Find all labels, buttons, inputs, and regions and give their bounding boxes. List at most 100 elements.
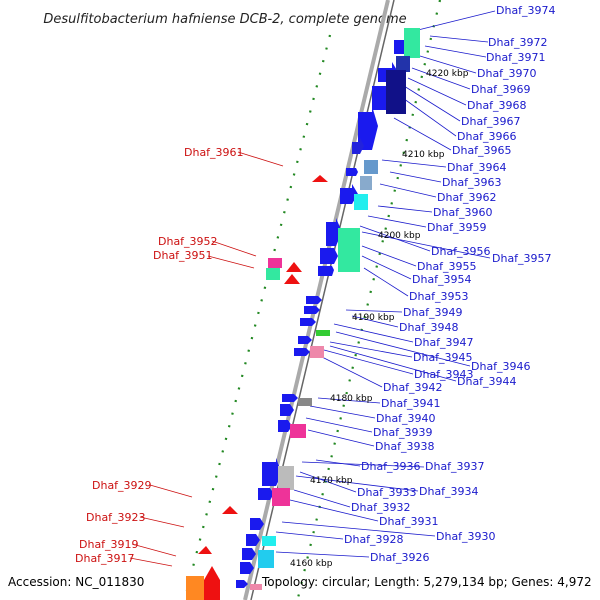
feature-grey-1[interactable] <box>298 398 312 406</box>
gene-dhaf-3962[interactable] <box>340 184 358 204</box>
gene-dhaf-3931[interactable] <box>250 518 264 530</box>
gene-dhaf-3919[interactable] <box>198 546 212 554</box>
gene-label[interactable]: Dhaf_3959 <box>427 221 487 234</box>
gene-label[interactable]: Dhaf_3919 <box>79 538 139 551</box>
feature-cyan-1[interactable] <box>354 194 368 210</box>
feature-dhaf-3951[interactable] <box>266 268 280 280</box>
feature-steelblue-1[interactable] <box>364 160 378 174</box>
gene-label[interactable]: Dhaf_3939 <box>373 426 433 439</box>
gene-label[interactable]: Dhaf_3938 <box>375 440 435 453</box>
gene-dhaf-3961[interactable] <box>312 175 328 182</box>
gene-dhaf-3932[interactable] <box>258 488 274 500</box>
feature-navy-2[interactable] <box>386 70 406 114</box>
gene-dhaf-3941[interactable] <box>282 394 298 402</box>
gene-label[interactable]: Dhaf_3954 <box>412 273 472 286</box>
gene-label[interactable]: Dhaf_3943 <box>414 368 474 381</box>
gene-label[interactable]: Dhaf_3968 <box>467 99 527 112</box>
gene-dhaf-3916[interactable] <box>236 580 248 588</box>
gene-label[interactable]: Dhaf_3967 <box>461 115 521 128</box>
tick-label: 4190 kbp <box>352 313 395 323</box>
gene-label[interactable]: Dhaf_3963 <box>442 176 502 189</box>
gene-label[interactable]: Dhaf_3972 <box>488 36 548 49</box>
gene-label[interactable]: Dhaf_3944 <box>457 375 517 388</box>
gene-dhaf-3963[interactable] <box>346 168 358 176</box>
gene-label[interactable]: Dhaf_3971 <box>486 51 546 64</box>
feature-magenta-1[interactable] <box>290 424 306 438</box>
gene-dhaf-3936[interactable] <box>262 458 282 486</box>
feature-pink-2[interactable] <box>250 584 262 590</box>
feature-grey-2[interactable] <box>278 466 294 490</box>
gene-label[interactable]: Dhaf_3932 <box>351 501 411 514</box>
gene-dhaf-3928[interactable] <box>246 534 260 546</box>
gene-label[interactable]: Dhaf_3942 <box>383 381 443 394</box>
gene-dhaf-3929[interactable] <box>222 506 238 514</box>
gene-label[interactable]: Dhaf_3936 <box>361 460 421 473</box>
gene-dhaf-3953[interactable] <box>318 266 334 276</box>
gene-label[interactable]: Dhaf_3955 <box>417 260 477 273</box>
feature-steelblue-2[interactable] <box>360 176 372 190</box>
gene-label[interactable]: Dhaf_3947 <box>414 336 474 349</box>
gene-dhaf-3947[interactable] <box>300 318 316 326</box>
gene-label[interactable]: Dhaf_3917 <box>75 552 135 565</box>
gene-label[interactable]: Dhaf_3949 <box>403 306 463 319</box>
gene-dhaf-3954[interactable] <box>320 248 338 264</box>
gene-dhaf-3940[interactable] <box>280 404 294 416</box>
gene-label[interactable]: Dhaf_3957 <box>492 252 552 265</box>
gene-label[interactable]: Dhaf_3974 <box>496 4 556 17</box>
feature-cyan-2[interactable] <box>262 536 276 546</box>
feature-dhaf-3952[interactable] <box>268 258 282 268</box>
gene-dhaf-3949[interactable] <box>306 296 322 304</box>
gene-label[interactable]: Dhaf_3948 <box>399 321 459 334</box>
tick-label: 4210 kbp <box>402 150 445 160</box>
gene-label[interactable]: Dhaf_3937 <box>425 460 485 473</box>
gene-label[interactable]: Dhaf_3941 <box>381 397 441 410</box>
gene-label[interactable]: Dhaf_3933 <box>357 486 417 499</box>
feature-navy-1[interactable] <box>396 56 410 72</box>
gene-label[interactable]: Dhaf_3960 <box>433 206 493 219</box>
gene-label[interactable]: Dhaf_3966 <box>457 130 517 143</box>
gene-dhaf-3925[interactable] <box>240 562 254 574</box>
tick-label: 4200 kbp <box>378 231 421 241</box>
gene-label[interactable]: Dhaf_3926 <box>370 551 430 564</box>
gene-label[interactable]: Dhaf_3945 <box>413 351 473 364</box>
gene-label[interactable]: Dhaf_3953 <box>409 290 469 303</box>
gene-label[interactable]: Dhaf_3962 <box>437 191 497 204</box>
gene-label[interactable]: Dhaf_3961 <box>184 146 244 159</box>
gene-label[interactable]: Dhaf_3952 <box>158 235 218 248</box>
gene-dhaf-3946[interactable] <box>298 336 312 344</box>
gene-label[interactable]: Dhaf_3969 <box>471 83 531 96</box>
feature-cyan-3[interactable] <box>258 550 274 568</box>
gene-label[interactable]: Dhaf_3923 <box>86 511 146 524</box>
gene-dhaf-3952[interactable] <box>286 262 302 272</box>
gene-label[interactable]: Dhaf_3940 <box>376 412 436 425</box>
gene-label[interactable]: Dhaf_3931 <box>379 515 439 528</box>
feature-green-1[interactable] <box>404 28 420 58</box>
gene-label[interactable]: Dhaf_3965 <box>452 144 512 157</box>
gene-dhaf-3965b[interactable] <box>352 138 364 154</box>
feature-orange-1[interactable] <box>186 576 204 600</box>
gene-label[interactable]: Dhaf_3934 <box>419 485 479 498</box>
gene-dhaf-3948[interactable] <box>304 306 320 314</box>
gene-label[interactable]: Dhaf_3956 <box>431 245 491 258</box>
gene-label[interactable]: Dhaf_3946 <box>471 360 531 373</box>
tick-label: 4170 kbp <box>310 476 353 486</box>
gene-dhaf-3943[interactable] <box>294 348 310 356</box>
gene-label[interactable]: Dhaf_3930 <box>436 530 496 543</box>
feature-green-2[interactable] <box>338 228 360 272</box>
gene-dhaf-3926[interactable] <box>242 548 256 560</box>
gene-dhaf-3965[interactable] <box>358 106 378 150</box>
feature-green-3[interactable] <box>316 330 330 336</box>
gene-dhaf-3917[interactable] <box>204 566 220 600</box>
gene-label[interactable]: Dhaf_3970 <box>477 67 537 80</box>
gene-label[interactable]: Dhaf_3951 <box>153 249 213 262</box>
gene-dhaf-3939[interactable] <box>278 420 292 432</box>
gene-label[interactable]: Dhaf_3928 <box>344 533 404 546</box>
forward-genes <box>236 34 410 588</box>
accession-text: Accession: NC_011830 <box>8 575 144 589</box>
gene-label[interactable]: Dhaf_3964 <box>447 161 507 174</box>
feature-pink-1[interactable] <box>310 346 324 358</box>
gene-label[interactable]: Dhaf_3929 <box>92 479 152 492</box>
gene-dhaf-3951[interactable] <box>284 274 300 284</box>
feature-magenta-2[interactable] <box>272 488 290 506</box>
